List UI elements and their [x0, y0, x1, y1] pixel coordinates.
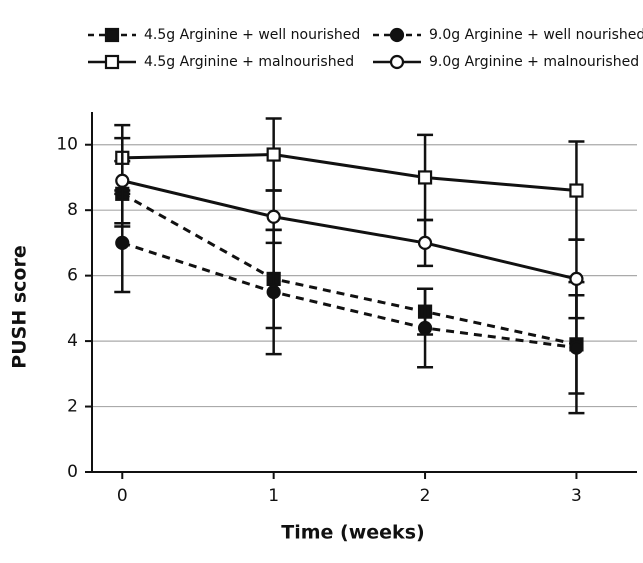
x-tick-label: 2: [420, 486, 431, 506]
marker: [417, 170, 433, 185]
legend-item: 4.5g Arginine + well nourished: [88, 27, 360, 43]
y-tick-label: 6: [67, 266, 78, 286]
marker: [569, 340, 584, 355]
marker: [115, 173, 130, 188]
legend-item: 9.0g Arginine + malnourished: [373, 54, 639, 70]
marker: [389, 27, 405, 43]
y-tick-label: 2: [67, 397, 78, 417]
marker: [266, 147, 281, 162]
y-tick-label: 10: [56, 135, 78, 155]
marker: [389, 54, 405, 70]
y-axis-label: PUSH score: [9, 245, 31, 368]
x-tick-label: 0: [117, 486, 128, 506]
series-line: [121, 179, 577, 281]
x-tick-label: 1: [268, 486, 279, 506]
series-line: [121, 241, 577, 350]
legend-item: 4.5g Arginine + malnourished: [88, 54, 354, 70]
marker: [569, 271, 584, 287]
legend-item: 9.0g Arginine + well nourished: [373, 27, 643, 43]
series-line: [122, 153, 577, 193]
marker: [104, 54, 120, 70]
legend-label: 9.0g Arginine + well nourished: [429, 27, 643, 43]
x-tick-label: 3: [571, 486, 582, 506]
y-tick-label: 0: [67, 462, 78, 482]
x-axis-label: Time (weeks): [281, 522, 424, 544]
marker: [417, 235, 433, 251]
legend-label: 9.0g Arginine + malnourished: [429, 54, 639, 70]
marker: [569, 183, 584, 198]
marker: [115, 235, 130, 251]
legend-label: 4.5g Arginine + well nourished: [144, 27, 360, 43]
y-tick-label: 8: [67, 200, 78, 220]
marker: [104, 27, 120, 43]
series-line: [121, 192, 577, 346]
marker: [266, 209, 281, 224]
marker: [266, 284, 281, 300]
marker: [417, 320, 433, 336]
legend-label: 4.5g Arginine + malnourished: [144, 54, 354, 70]
y-tick-label: 4: [67, 331, 78, 351]
